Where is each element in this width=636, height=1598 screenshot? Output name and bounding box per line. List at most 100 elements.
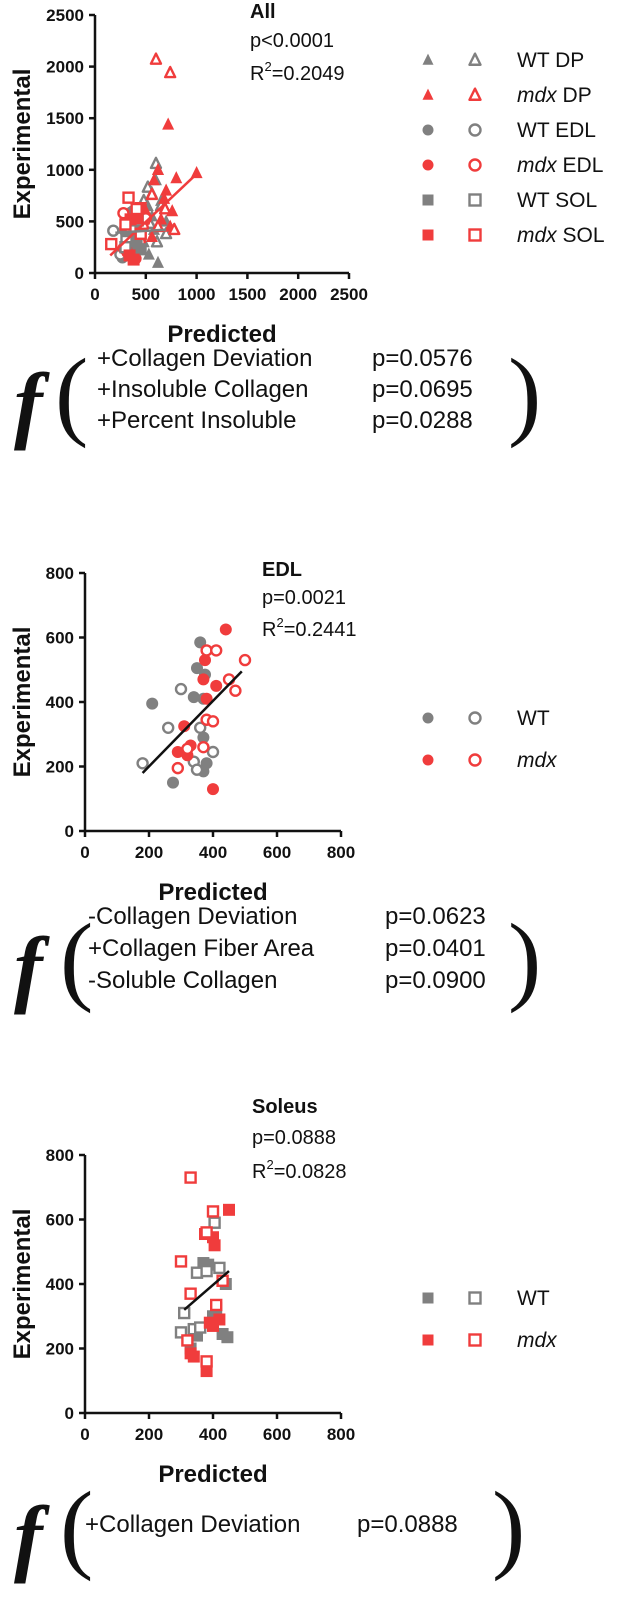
edl-data-point xyxy=(187,691,200,704)
soleus-data-point xyxy=(200,1365,213,1378)
soleus-r-squared: R2=0.0828 xyxy=(252,1157,347,1183)
all-data-point xyxy=(163,65,177,79)
edl-data-point xyxy=(219,623,232,636)
soleus-y-tick-label: 400 xyxy=(46,1275,74,1294)
all-data-point xyxy=(145,187,159,201)
soleus-r-value: =0.0828 xyxy=(274,1161,347,1183)
all-legend-marker-filled xyxy=(422,124,434,136)
edl-legend-label: mdx xyxy=(517,749,558,772)
edl-data-point xyxy=(206,715,220,728)
all-title: All xyxy=(250,1,276,23)
edl-r-squared: R2=0.2441 xyxy=(262,615,357,641)
soleus-data-point xyxy=(200,1355,213,1368)
soleus-data-point xyxy=(184,1287,197,1300)
all-legend-item: mdx DP xyxy=(422,84,592,107)
all-data-point xyxy=(142,247,155,260)
soleus-legend-item: WT xyxy=(422,1287,550,1310)
soleus-x-axis-label: Predicted xyxy=(158,1461,267,1488)
soleus-data-point xyxy=(213,1261,226,1275)
edl-formula-term: -Soluble Collagen xyxy=(88,967,277,994)
all-legend-genotype: mdx xyxy=(517,224,558,247)
edl-x-tick-label: 200 xyxy=(135,843,163,862)
all-legend-item: WT SOL xyxy=(422,189,597,212)
edl-legend-item: mdx xyxy=(422,749,558,772)
all-x-axis-label: Predicted xyxy=(167,321,276,348)
soleus-data-point xyxy=(223,1203,235,1216)
all-y-tick-label: 0 xyxy=(75,264,84,283)
edl-legend-genotype: WT xyxy=(517,707,550,730)
all-chart: 0 500 1000 1500 2000 2500 0 500 1000 1500 2000 2500… xyxy=(9,1,605,451)
all-legend-marker-open xyxy=(468,87,482,101)
all-legend-muscle: EDL xyxy=(557,154,604,177)
edl-chart: 0 200 400 600 800 0 200 400 600 800 Predicted Exper… xyxy=(9,559,558,1015)
all-y-tick-label: 1500 xyxy=(46,109,84,128)
edl-data-point xyxy=(174,682,188,696)
edl-legend-marker-filled xyxy=(422,754,434,766)
all-formula-p: p=0.0695 xyxy=(372,376,473,403)
all-data-point xyxy=(107,224,120,237)
all-r-value: =0.2049 xyxy=(272,63,345,85)
soleus-y-tick-label: 0 xyxy=(65,1404,74,1423)
all-formula-symbol: f xyxy=(14,355,50,451)
edl-data-point xyxy=(229,684,242,697)
all-legend-muscle: EDL xyxy=(549,119,596,142)
edl-series-1 xyxy=(136,682,220,776)
edl-data-point xyxy=(171,745,184,758)
all-legend-marker-filled xyxy=(422,229,434,241)
all-data-point xyxy=(151,255,164,268)
edl-legend-label: WT xyxy=(517,707,550,730)
all-y-axis-label: Experimental xyxy=(9,69,36,220)
all-x-tick-label: 2500 xyxy=(330,285,368,304)
all-data-point xyxy=(127,253,140,266)
edl-data-point xyxy=(197,731,210,744)
edl-y-tick-label: 800 xyxy=(46,564,74,583)
soleus-r-superscript: 2 xyxy=(266,1157,273,1172)
soleus-data-point xyxy=(184,1171,197,1184)
all-legend-marker-open xyxy=(468,193,482,207)
all-r-symbol: R xyxy=(250,63,264,85)
soleus-legend-label: mdx xyxy=(517,1329,558,1352)
soleus-x-tick-label: 200 xyxy=(135,1425,163,1444)
soleus-formula-p: p=0.0888 xyxy=(357,1511,458,1538)
edl-r-value: =0.2441 xyxy=(284,619,357,641)
soleus-data-point xyxy=(206,1205,220,1218)
all-legend-genotype: mdx xyxy=(517,84,558,107)
soleus-formula: f (+Collagen Deviation p=0.0888) xyxy=(14,1471,525,1584)
all-legend-genotype: WT xyxy=(517,119,550,142)
edl-data-point xyxy=(210,679,223,692)
all-r-superscript: 2 xyxy=(264,59,271,74)
soleus-legend-marker-open xyxy=(468,1291,482,1305)
edl-data-point xyxy=(197,740,210,754)
all-legend-label: mdx SOL xyxy=(517,224,605,247)
edl-data-point xyxy=(197,673,210,686)
all-data-point xyxy=(105,237,118,251)
all-legend-item: mdx EDL xyxy=(422,154,604,177)
all-x-tick-label: 0 xyxy=(90,285,99,304)
edl-title: EDL xyxy=(262,559,302,581)
all-formula-term: +Insoluble Collagen xyxy=(97,376,309,403)
all-data-point xyxy=(149,52,163,65)
edl-r-superscript: 2 xyxy=(276,615,283,630)
edl-data-point xyxy=(200,692,213,705)
all-data-point xyxy=(170,171,183,184)
edl-data-point xyxy=(161,721,175,734)
all-legend-marker-open xyxy=(468,52,482,66)
all-r-squared: R2=0.2049 xyxy=(250,59,345,85)
all-fit-line xyxy=(115,228,167,234)
edl-formula: f (-Collagen Deviation p=0.0623 +Collagen F… xyxy=(14,903,541,1015)
edl-y-tick-label: 400 xyxy=(46,693,74,712)
soleus-x-tick-label: 800 xyxy=(327,1425,355,1444)
soleus-data-point xyxy=(200,1226,213,1239)
all-series-3 xyxy=(137,52,181,236)
edl-legend-marker-open xyxy=(468,753,482,767)
all-legend-genotype: mdx xyxy=(517,154,558,177)
soleus-p-value: p=0.0888 xyxy=(252,1127,336,1149)
soleus-data-point xyxy=(208,1239,221,1252)
soleus-data-point xyxy=(216,1327,229,1340)
all-legend-muscle: SOL xyxy=(557,224,605,247)
all-formula-p: p=0.0576 xyxy=(372,345,473,372)
edl-x-axis-label: Predicted xyxy=(158,879,267,906)
edl-legend-genotype: mdx xyxy=(517,749,558,772)
all-legend-muscle: SOL xyxy=(549,189,597,212)
